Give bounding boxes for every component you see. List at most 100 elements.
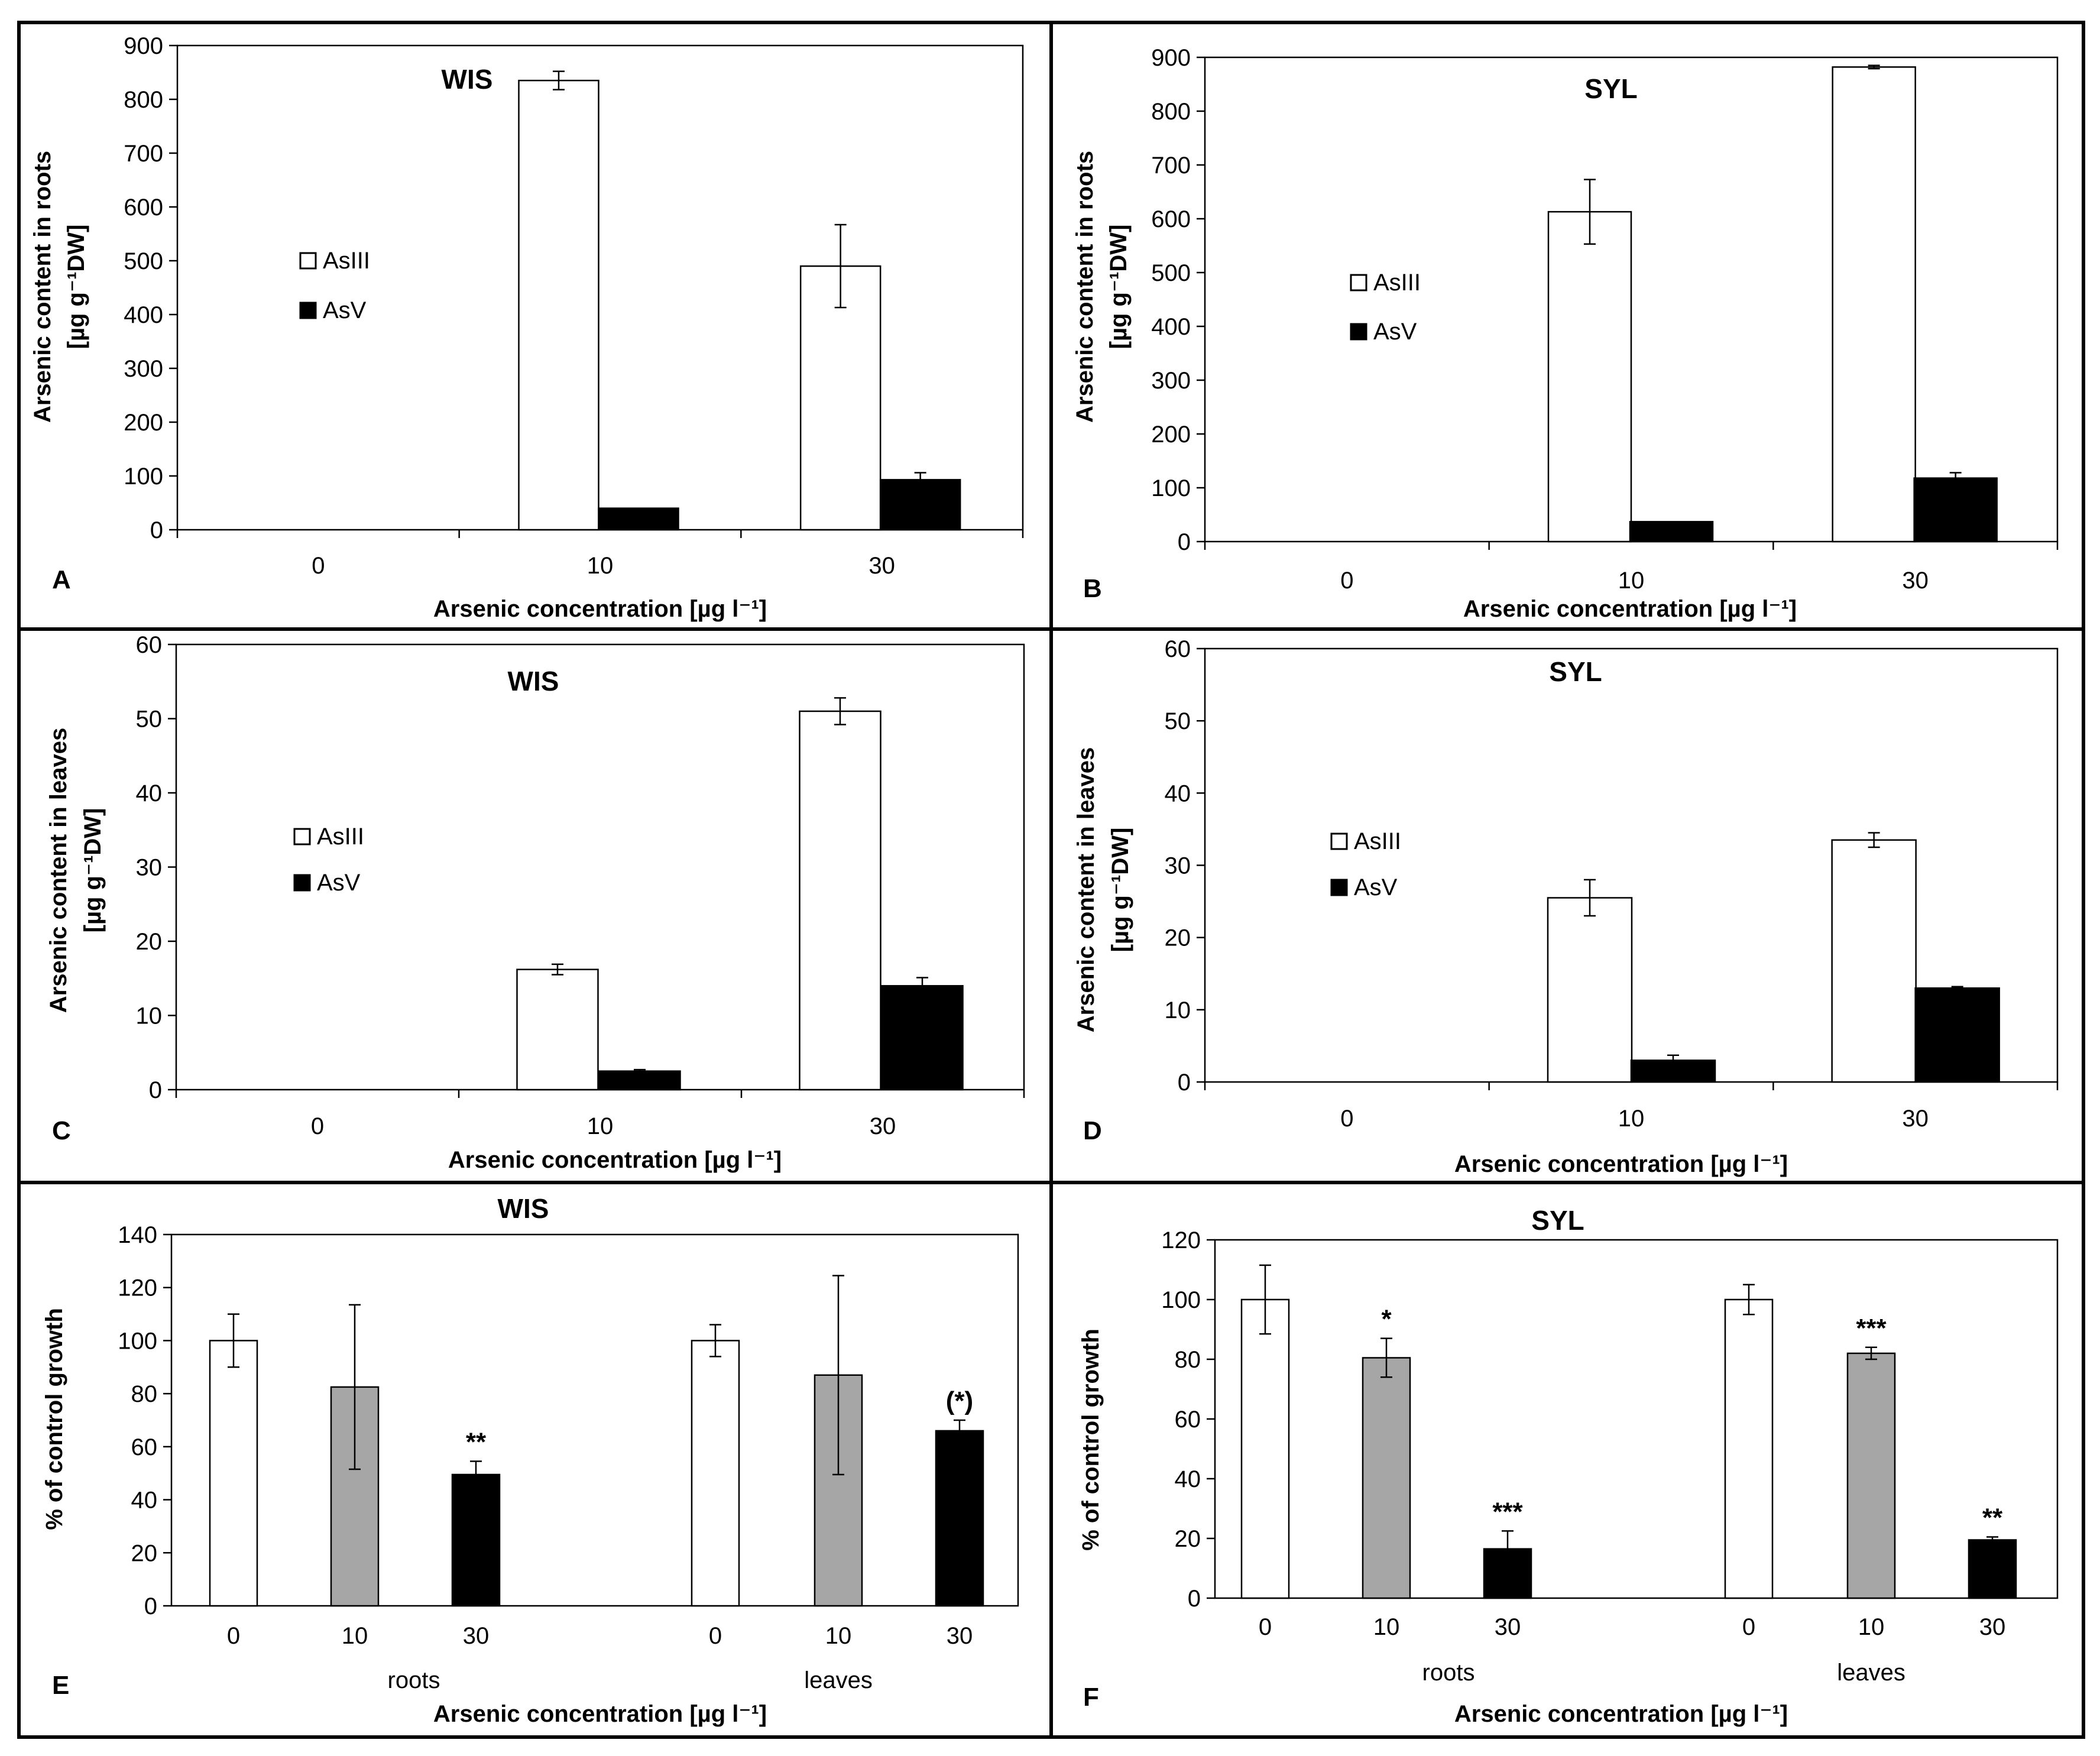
panel-F-title: SYL: [1531, 1205, 1584, 1236]
y-tick-label: 100: [118, 1328, 157, 1354]
legend-asv-swatch: [299, 302, 317, 319]
significance-marker: ***: [1856, 1314, 1887, 1343]
y-tick-label: 50: [136, 707, 163, 733]
y-tick-label: 300: [1151, 368, 1191, 394]
panel-E-xlabel: Arsenic concentration [µg l⁻¹]: [433, 1701, 767, 1727]
panel-B-ylabel-line2: [µg g⁻¹DW]: [1106, 225, 1132, 349]
y-tick-label: 800: [1151, 99, 1191, 125]
y-tick-label: 300: [124, 356, 163, 382]
bar-asv-10: [598, 1070, 681, 1091]
panel-D-ylabel-line2: [µg g⁻¹DW]: [1107, 828, 1133, 952]
y-tick-label: 30: [136, 855, 163, 881]
y-tick-label: 0: [1178, 1070, 1191, 1096]
x-tick-label: 30: [868, 553, 895, 579]
y-tick-label: 200: [1151, 422, 1191, 448]
panel-F: SYL Arsenic concentration [µg l⁻¹] % of …: [1078, 1205, 2059, 1727]
bar-roots-30: [451, 1473, 501, 1607]
panel-D-plot: 0 10 20 30 40 50 60 0 10 30: [1165, 636, 2059, 1132]
x-tick-label: 30: [1902, 568, 1929, 594]
x-tick-label: 0: [311, 1113, 324, 1139]
x-tick-label: 10: [1618, 1106, 1645, 1132]
y-tick-label: 0: [150, 517, 163, 543]
panel-A-ylabel-line1: Arsenic content in roots: [30, 151, 56, 423]
x-tick-label: 10: [825, 1623, 852, 1649]
panel-D: SYL Arsenic concentration [µg l⁻¹] Arsen…: [1073, 636, 2059, 1177]
bar-asiii-30: [1831, 839, 1917, 1083]
panel-A-xlabel: Arsenic concentration [µg l⁻¹]: [433, 596, 767, 622]
panel-C-xlabel: Arsenic concentration [µg l⁻¹]: [448, 1147, 782, 1173]
bar-asv-30: [879, 479, 961, 531]
panel-C-legend: AsIII AsV: [293, 824, 364, 896]
panel-C: WIS Arsenic concentration [µg l⁻¹] Arsen…: [46, 632, 1025, 1173]
x-tick-label: 0: [709, 1623, 722, 1649]
panel-F-group-leaves: leaves: [1837, 1660, 1905, 1686]
y-tick-label: 80: [131, 1381, 158, 1407]
bar-asv-30: [881, 985, 964, 1091]
y-tick-label: 40: [131, 1488, 158, 1514]
panel-F-ylabel: % of control growth: [1078, 1329, 1104, 1551]
panel-E-frame: [17, 1181, 1053, 1739]
y-tick-label: 20: [131, 1540, 158, 1566]
significance-marker: **: [1982, 1503, 2003, 1532]
x-tick-label: 0: [1340, 568, 1353, 594]
panel-C-plot: 0 10 20 30 40 50 60 0 10 30: [136, 632, 1025, 1139]
x-tick-label: 0: [1259, 1614, 1272, 1640]
panel-A-title: WIS: [442, 64, 493, 95]
bar-asiii-10: [518, 79, 599, 531]
panel-E-letter: E: [52, 1671, 69, 1700]
plot-area-border: [1214, 1239, 2059, 1599]
x-tick-label: 0: [312, 553, 325, 579]
panel-F-plot: 0 20 40 60 80 100 120 0 10 * 30 *** 0 10 *** 30 **: [1161, 1227, 2059, 1640]
bar-leaves-0: [691, 1340, 740, 1607]
panel-C-frame: [17, 627, 1053, 1184]
y-tick-label: 200: [124, 410, 163, 436]
legend-asv-label: AsV: [317, 870, 361, 896]
y-tick-label: 900: [124, 33, 163, 59]
y-tick-label: 800: [124, 87, 163, 113]
panel-A-letter: A: [52, 565, 71, 594]
y-tick-label: 600: [124, 195, 163, 221]
y-tick-label: 10: [1165, 997, 1191, 1023]
legend-asv-label: AsV: [1373, 319, 1417, 345]
plot-area-border: [170, 1233, 1019, 1607]
x-tick-label: 30: [1979, 1614, 2006, 1640]
panel-D-legend: AsIII AsV: [1330, 828, 1401, 900]
legend-asv-label: AsV: [323, 297, 367, 323]
x-tick-label: 30: [1902, 1106, 1929, 1132]
bar-asv-10: [1629, 521, 1714, 543]
y-tick-label: 100: [124, 464, 163, 490]
y-tick-label: 0: [1178, 529, 1191, 555]
legend-asiii-swatch: [299, 252, 317, 270]
y-tick-label: 400: [124, 302, 163, 328]
panel-F-frame: [1049, 1181, 2085, 1739]
panel-F-xlabel: Arsenic concentration [µg l⁻¹]: [1454, 1701, 1788, 1727]
x-tick-label: 0: [1742, 1614, 1755, 1640]
y-tick-label: 0: [144, 1593, 157, 1619]
x-tick-label: 10: [587, 1113, 614, 1139]
legend-asiii-swatch: [293, 828, 311, 845]
y-tick-label: 100: [1161, 1287, 1201, 1313]
panel-B-xlabel: Arsenic concentration [µg l⁻¹]: [1463, 596, 1797, 622]
y-tick-label: 140: [118, 1222, 157, 1248]
panel-C-ylabel-line2: [µg g⁻¹DW]: [80, 808, 106, 933]
x-tick-label: 30: [870, 1113, 896, 1139]
x-tick-label: 30: [947, 1623, 973, 1649]
bar-asv-30: [1914, 987, 2000, 1083]
panel-E-title: WIS: [498, 1193, 549, 1224]
legend-asiii-label: AsIII: [1373, 270, 1421, 296]
y-tick-label: 500: [124, 248, 163, 274]
x-tick-label: 10: [1373, 1614, 1400, 1640]
bar-asv-10: [598, 507, 679, 531]
panel-E-group-roots: roots: [388, 1667, 440, 1693]
bar-asiii-10: [516, 968, 599, 1091]
panel-E-plot: 0 20 40 60 80 100 120 140 0 10 30 ** 0 10 30 (*): [118, 1222, 1019, 1649]
bar-roots-0: [1240, 1298, 1290, 1599]
x-tick-label: 10: [1858, 1614, 1885, 1640]
bar-leaves-10: [1846, 1352, 1896, 1599]
bar-leaves-30: [935, 1430, 984, 1607]
legend-asiii-swatch: [1330, 832, 1348, 850]
x-tick-label: 0: [1340, 1106, 1353, 1132]
legend-asv-swatch: [1330, 879, 1348, 896]
y-tick-label: 60: [1175, 1407, 1201, 1433]
